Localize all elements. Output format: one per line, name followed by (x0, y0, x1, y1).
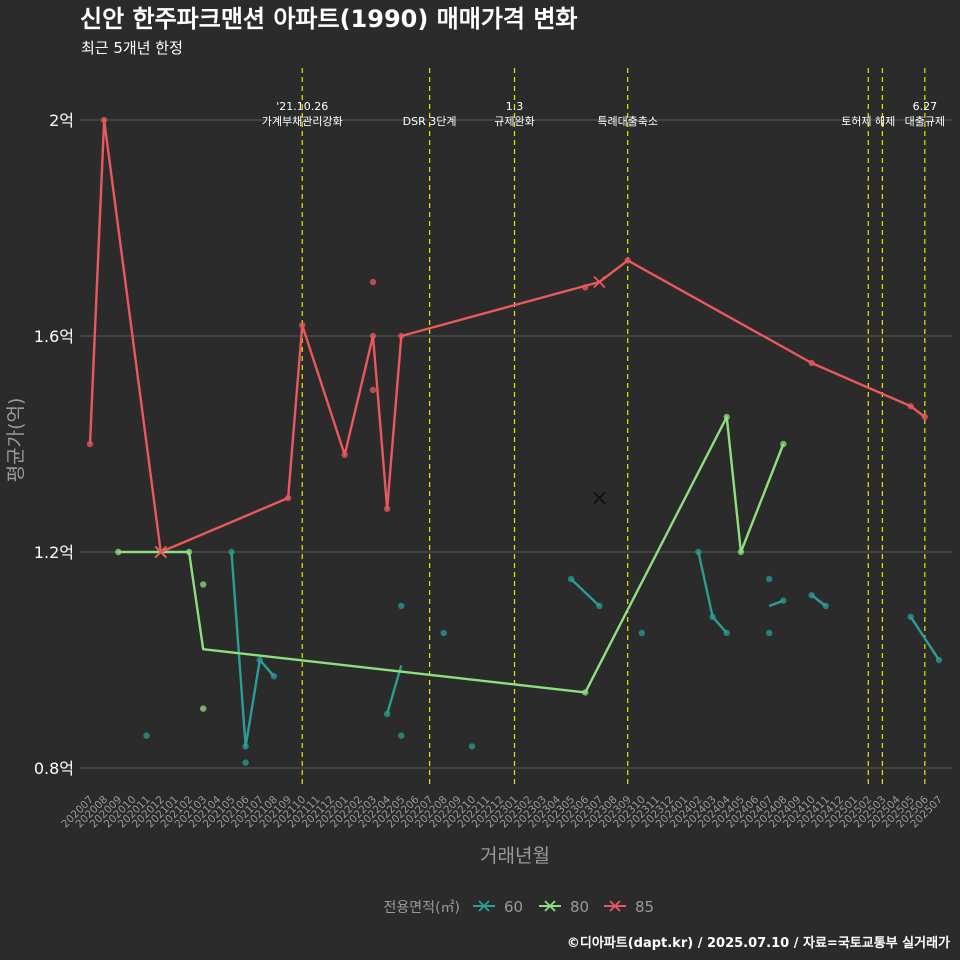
series-85-point (921, 413, 929, 421)
series-layer (86, 116, 943, 766)
series-80-point (582, 689, 589, 696)
x-axis-label: 거래년월 (480, 845, 550, 867)
series-85-x-marker (154, 545, 167, 559)
event-label: 가계부채관리강화 (262, 115, 343, 128)
series-60-point (822, 602, 829, 610)
series-85-point (383, 505, 391, 512)
series-80-point (780, 440, 787, 448)
legend-label-80: 80 (570, 898, 589, 916)
series-60-point (242, 759, 249, 766)
y-tick-label: 0.8억 (34, 759, 74, 778)
series-60-line (909, 616, 941, 661)
event-label: DSR 3단계 (403, 115, 457, 128)
event-label: 1.3 (506, 100, 524, 113)
series-60-line (230, 551, 275, 748)
legend-label-60: 60 (504, 898, 523, 916)
series-60-point (596, 602, 603, 610)
chart-title: 신안 한주파크맨션 아파트(1990) 매매가격 변화 (80, 5, 578, 33)
event-label: 대출규제 (905, 115, 945, 128)
y-tick-label: 1.2억 (34, 543, 74, 562)
series-85-point (582, 284, 589, 291)
series-85-point (341, 451, 348, 458)
series-80 (115, 413, 787, 712)
series-60 (143, 491, 943, 766)
y-axis-label: 평균가(억) (5, 398, 27, 483)
series-60-line (570, 578, 601, 607)
series-60-point (228, 548, 235, 556)
series-60-point (270, 673, 278, 680)
chart-subtitle: 최근 5개년 한정 (81, 39, 183, 57)
series-80-point (723, 413, 730, 421)
series-60-point (723, 629, 730, 637)
series-60-point (440, 629, 447, 637)
event-label: '21.10.26 (276, 100, 328, 113)
series-85-point (369, 386, 377, 394)
series-60-point (935, 656, 943, 664)
series-80-point (737, 548, 745, 556)
series-60-point (766, 575, 773, 583)
legend: 전용면적(㎡) 60 80 85 (384, 898, 655, 916)
series-60-point (468, 743, 476, 750)
series-60-line (385, 665, 403, 715)
series-85-point (299, 322, 306, 329)
series-60-point (143, 732, 150, 739)
legend-title: 전용면적(㎡) (384, 900, 460, 916)
series-85-x-marker (593, 275, 606, 289)
series-60-point (709, 613, 716, 620)
y-tick-label: 1.6억 (34, 327, 74, 346)
series-85-point (284, 494, 292, 502)
series-60-point (398, 732, 405, 739)
legend-label-85: 85 (635, 898, 654, 916)
event-label: 특례대출축소 (597, 115, 658, 128)
y-tick-label: 2억 (49, 111, 74, 130)
series-60-point (383, 710, 391, 718)
series-80-point (115, 548, 122, 556)
series-85-point (100, 116, 108, 124)
grid-lines (80, 119, 952, 769)
event-label: 규제완화 (494, 115, 534, 128)
series-85-point (808, 359, 815, 367)
series-60-point (780, 597, 787, 604)
series-60-point (398, 602, 405, 610)
series-60-point (695, 548, 702, 556)
series-85-point (398, 332, 405, 340)
legend-key-x-60 (478, 900, 490, 912)
series-85-point (369, 278, 377, 286)
series-60-point (808, 592, 815, 599)
series-60-point (766, 629, 773, 637)
series-80-line (118, 415, 785, 694)
series-60-point (256, 656, 263, 664)
series-80-point (200, 581, 207, 588)
series-60-point (907, 613, 914, 620)
series-80-point (200, 705, 207, 712)
legend-key-x-85 (609, 900, 621, 912)
series-60-point (567, 575, 575, 583)
series-60-line (697, 551, 728, 634)
event-label: 6.27 (913, 100, 938, 113)
series-85-line (88, 118, 926, 554)
caption: ©디아파트(dapt.kr) / 2025.07.10 / 자료=국토교통부 실… (567, 935, 950, 951)
x-axis-ticks: 2020072020082020092020102020112020122021… (59, 793, 945, 830)
event-lines: '21.10.26 가계부채관리강화 DSR 3단계 1.3 규제완화 특례대출축소 토허제… (262, 68, 945, 785)
series-60-point (242, 743, 249, 750)
series-85-point (86, 440, 94, 448)
series-85-point (369, 332, 377, 340)
series-60-point (638, 629, 646, 637)
series-80-point (185, 548, 193, 556)
series-85 (86, 116, 929, 559)
y-axis-ticks: 0.8억 1.2억 1.6억 2억 (34, 111, 74, 778)
event-label: 토허제 해제 (841, 114, 895, 128)
legend-key-x-80 (544, 900, 556, 912)
series-85-point (624, 257, 631, 264)
series-60-x-marker (593, 491, 606, 505)
series-85-point (907, 403, 914, 410)
